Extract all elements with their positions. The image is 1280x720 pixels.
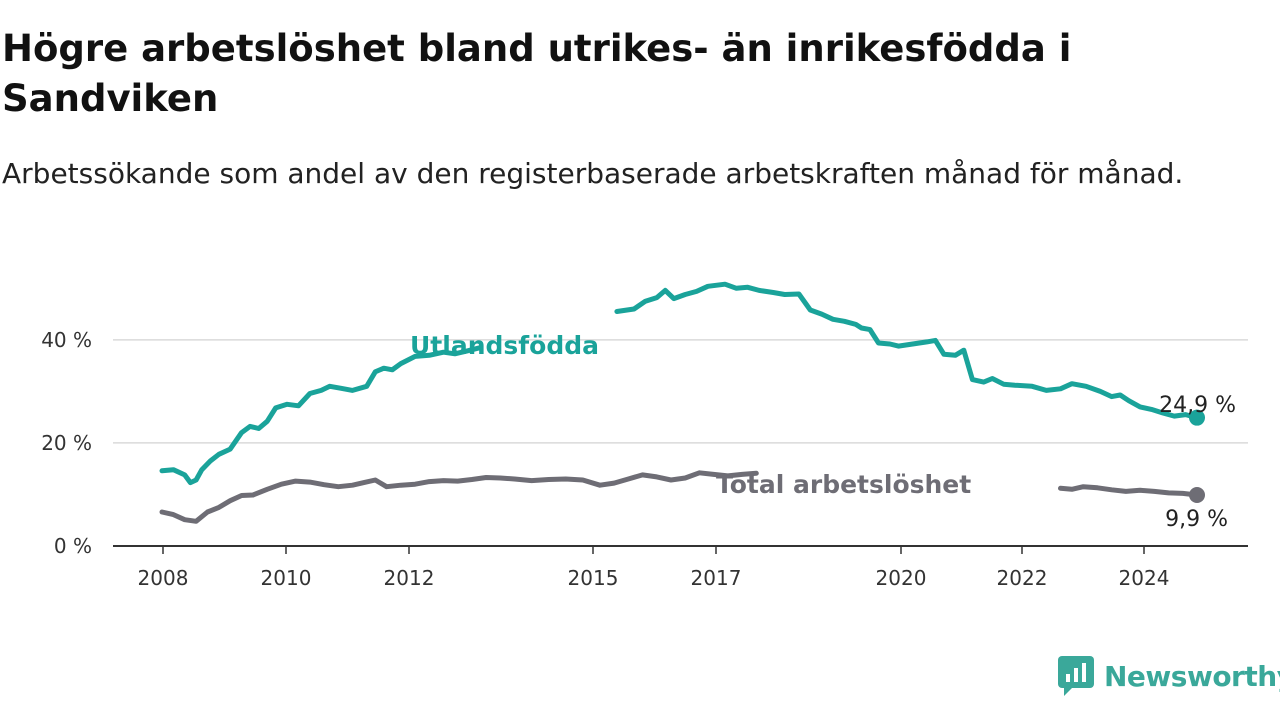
newsworthy-logo-icon xyxy=(1058,656,1094,696)
series-line-0-a xyxy=(159,345,483,486)
gridlines xyxy=(113,339,1248,444)
series-line-0-b xyxy=(614,281,1200,421)
x-tick-label-5: 2020 xyxy=(876,566,927,590)
series-line-1-a xyxy=(159,470,759,524)
y-tick-label-0: 0 % xyxy=(54,534,92,558)
x-tick-label-6: 2022 xyxy=(997,566,1048,590)
series-labels: Utlandsfödda Total arbetslöshet 24,9 % 9,9 … xyxy=(410,331,1236,532)
series-label-foreign: Utlandsfödda xyxy=(410,331,599,360)
x-tick-label-2: 2012 xyxy=(384,566,435,590)
y-tick-label-2: 40 % xyxy=(41,328,92,352)
x-tick-label-7: 2024 xyxy=(1119,566,1170,590)
axes: 0 % 20 % 40 % 2008 2010 2012 2015 2017 2020 2022 2… xyxy=(41,328,1248,590)
series xyxy=(159,281,1205,524)
y-tick-label-1: 20 % xyxy=(41,431,92,455)
series-label-total: Total arbetslöshet xyxy=(716,470,971,499)
x-tick-label-1: 2010 xyxy=(261,566,312,590)
brand-name: Newsworthy xyxy=(1104,659,1280,693)
chart-title: Högre arbetslöshet bland utrikes- än inr… xyxy=(2,27,1072,120)
x-tick-label-3: 2015 xyxy=(568,566,619,590)
series-end-point-0 xyxy=(1189,409,1205,426)
end-label-foreign: 24,9 % xyxy=(1159,393,1236,418)
series-line-1-b xyxy=(1058,484,1200,498)
series-end-point-1 xyxy=(1189,486,1205,503)
chart-subtitle: Arbetssökande som andel av den registerb… xyxy=(2,157,1184,190)
newsworthy-logo: Newsworthy xyxy=(1058,654,1280,698)
end-label-total: 9,9 % xyxy=(1165,507,1228,532)
x-tick-label-4: 2017 xyxy=(691,566,742,590)
x-tick-label-0: 2008 xyxy=(138,566,189,590)
